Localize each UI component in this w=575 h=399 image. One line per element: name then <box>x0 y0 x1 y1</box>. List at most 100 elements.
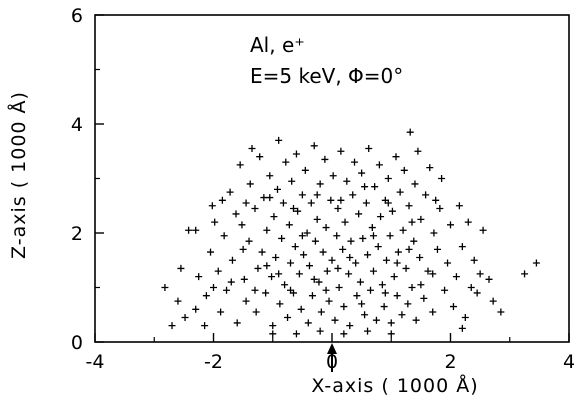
scatter-point <box>291 243 299 251</box>
scatter-point <box>285 221 293 229</box>
scatter-point <box>361 311 369 319</box>
scatter-point <box>337 147 345 155</box>
scatter-point <box>266 194 274 202</box>
scatter-point <box>497 308 505 316</box>
scatter-point <box>322 286 330 294</box>
scatter-point <box>295 270 303 278</box>
scatter-point <box>521 270 529 278</box>
scatter-point <box>438 175 446 182</box>
x-axis-title: X-axis ( 1000 Å) <box>311 374 478 397</box>
scatter-point <box>275 270 283 278</box>
scatter-point <box>292 150 300 158</box>
scatter-point <box>245 237 253 245</box>
incidence-arrow <box>327 343 337 372</box>
scatter-point <box>325 297 333 305</box>
scatter-point <box>334 204 342 212</box>
y-tick-label: 2 <box>71 223 83 245</box>
scatter-point <box>313 191 321 199</box>
scatter-point <box>201 322 209 330</box>
scatter-point <box>387 319 395 327</box>
scatter-point <box>349 191 357 199</box>
scatter-point <box>339 245 347 253</box>
scatter-point <box>416 254 424 262</box>
scatter-point <box>404 300 412 308</box>
scatter-point <box>275 136 283 144</box>
scatter-point <box>304 319 312 327</box>
scatter-point <box>308 292 316 300</box>
scatter-point <box>369 232 377 240</box>
scatter-point <box>300 251 308 259</box>
scatter-point <box>333 232 341 240</box>
scatter-point <box>402 264 410 272</box>
scatter-point <box>408 284 416 291</box>
scatter-point <box>393 292 401 300</box>
scatter-point <box>266 172 274 180</box>
scatter-point <box>273 185 281 193</box>
scatter-point <box>331 316 339 324</box>
scatter-point <box>210 284 217 291</box>
scatter-point <box>375 161 383 169</box>
scatter-point <box>334 264 342 272</box>
scatter-point <box>287 259 295 267</box>
scatter-point <box>476 270 484 278</box>
scatter-point <box>260 194 268 202</box>
scatter-point <box>361 183 369 191</box>
scatter-point <box>315 278 323 286</box>
scatter-point <box>388 207 396 215</box>
scatter-point <box>424 267 432 275</box>
scatter-point <box>393 259 401 267</box>
scatter-point <box>489 297 497 305</box>
scatter-point <box>220 232 228 240</box>
scatter-point <box>208 202 216 210</box>
scatter-point <box>335 284 343 291</box>
scatter-point <box>417 215 425 223</box>
scatter-point <box>399 226 407 234</box>
scatter-point <box>177 264 185 272</box>
scatter-point <box>313 215 321 223</box>
scatter-point <box>447 221 454 229</box>
scatter-point <box>358 169 366 177</box>
scatter-point <box>311 237 319 245</box>
scatter-point <box>214 267 222 275</box>
scatter-point <box>161 284 169 291</box>
scatter-point <box>441 286 449 294</box>
scatter-points <box>161 128 540 338</box>
scatter-point <box>298 191 306 199</box>
scatter-point <box>307 199 315 207</box>
scatter-point <box>426 164 434 172</box>
scatter-point <box>369 267 377 275</box>
scatter-point <box>346 322 354 330</box>
scatter-point <box>233 319 241 327</box>
scatter-point <box>246 180 254 188</box>
scatter-point <box>356 278 364 286</box>
scatter-point <box>258 248 266 256</box>
scatter-point <box>414 147 422 155</box>
scatter-point <box>316 327 324 335</box>
scatter-point <box>263 226 271 234</box>
scatter-point <box>337 196 345 204</box>
scatter-point <box>168 322 176 330</box>
scatter-point <box>412 316 420 324</box>
annotation-line2: E=5 keV, Φ=0° <box>250 64 403 88</box>
scatter-point <box>467 284 475 291</box>
scatter-point <box>358 300 366 308</box>
scatter-point <box>328 256 336 264</box>
scatter-point <box>452 273 460 281</box>
scatter-point <box>327 196 335 204</box>
scatter-point <box>278 234 286 242</box>
scatter-point <box>410 237 418 245</box>
scatter-point <box>433 245 441 253</box>
scatter-point <box>329 172 337 180</box>
scatter-point <box>532 259 540 267</box>
scatter-point <box>192 305 200 313</box>
scatter-point <box>240 275 248 283</box>
scatter-point <box>317 308 325 316</box>
x-tick-label: 4 <box>563 351 575 373</box>
axis-ticks <box>94 14 570 343</box>
scatter-point <box>294 207 302 215</box>
scatter-point <box>269 330 277 338</box>
scatter-point <box>411 180 419 188</box>
scatter-point <box>449 303 457 311</box>
y-tick-label: 6 <box>71 5 83 27</box>
scatter-point <box>420 294 428 302</box>
